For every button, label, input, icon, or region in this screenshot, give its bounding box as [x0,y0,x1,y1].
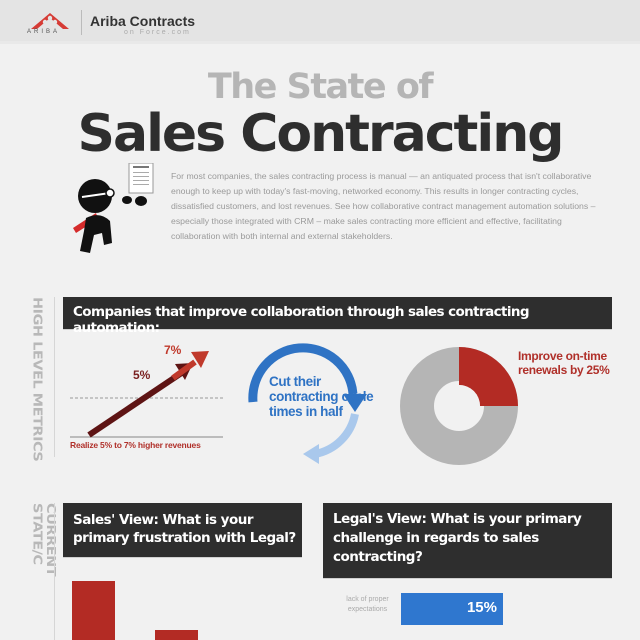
header-divider [81,10,82,35]
cycle-arrows-icon [248,343,367,464]
legal-view-header: Legal's View: What is your primary chall… [323,503,612,578]
section-divider-line [54,297,55,457]
running-businessman-icon [73,163,154,253]
legal-item-bar: 15% [401,593,503,625]
brand-subtitle: on Force.com [124,29,191,36]
brand-name: Ariba Contracts [90,13,196,29]
legal-item-label: lack of proper expectations [346,596,389,613]
title-line-1: The State of [207,67,434,107]
renewals-text: Improve on-time renewals by 25% [518,349,610,377]
ariba-logo-icon [31,13,69,29]
intro-paragraph: For most companies, the sales contractin… [171,171,596,241]
side-label-high-level-metrics: HIGH LEVEL METRICS [30,297,44,462]
title-line-2: Sales Contracting [77,104,565,164]
revenue-growth-arrow-chart [70,351,223,438]
cycle-time-text: Cut their contracting cycle times in hal… [269,374,374,419]
revenue-label-high: 7% [164,343,182,357]
section-divider-line [54,503,55,640]
side-label-current-state: CURRENT STATE/C [30,503,58,577]
sales-bar-2 [155,630,198,640]
revenue-caption: Realize 5% to 7% higher revenues [70,440,201,450]
metrics-header: Companies that improve collaboration thr… [63,297,612,336]
header-bar: ARIBA Ariba Contracts on Force.com [0,0,640,44]
sales-bar-1 [72,581,115,640]
logo-text: ARIBA [27,29,61,35]
renewals-donut-chart [400,347,518,465]
revenue-label-low: 5% [133,368,151,382]
sales-view-header: Sales' View: What is your primary frustr… [63,503,302,557]
